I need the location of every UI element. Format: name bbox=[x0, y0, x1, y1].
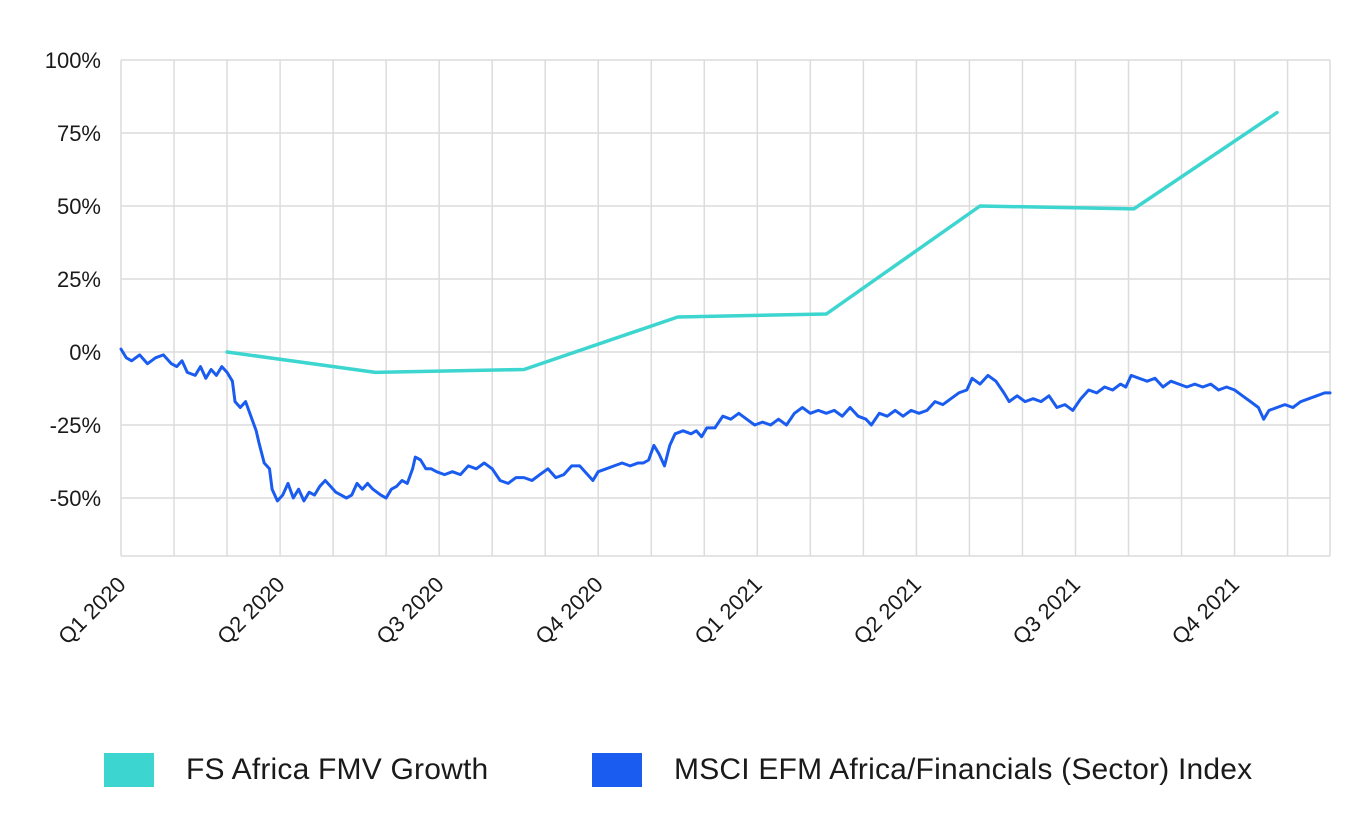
legend-item-msci-index[interactable]: MSCI EFM Africa/Financials (Sector) Inde… bbox=[592, 740, 1252, 800]
x-axis-ticks: Q1 2020 Q2 2020 Q3 2020 Q4 2020 Q1 2021 Q2 20… bbox=[53, 572, 1244, 649]
series bbox=[119, 110, 1332, 503]
y-tick-label: 75% bbox=[57, 121, 101, 146]
x-tick-label: Q2 2021 bbox=[849, 572, 926, 649]
legend-item-fmv-growth[interactable]: FS Africa FMV Growth bbox=[104, 740, 488, 800]
gridlines bbox=[120, 59, 1331, 557]
y-tick-label: 0% bbox=[69, 340, 101, 365]
y-tick-label: 100% bbox=[45, 48, 101, 73]
x-tick-label: Q3 2021 bbox=[1008, 572, 1085, 649]
y-tick-label: 50% bbox=[57, 194, 101, 219]
y-tick-label: -50% bbox=[50, 486, 101, 511]
x-tick-label: Q3 2020 bbox=[371, 572, 448, 649]
x-tick-label: Q1 2020 bbox=[53, 572, 130, 649]
series-0 bbox=[225, 110, 1279, 375]
legend-label-msci-index: MSCI EFM Africa/Financials (Sector) Inde… bbox=[674, 753, 1253, 786]
x-tick-label: Q1 2021 bbox=[689, 572, 766, 649]
y-axis-ticks: 100% 75% 50% 25% 0% -25% -50% bbox=[45, 48, 101, 511]
x-tick-label: Q2 2020 bbox=[212, 572, 289, 649]
y-tick-label: 25% bbox=[57, 267, 101, 292]
legend-swatch-msci-index bbox=[592, 753, 642, 787]
series-line bbox=[225, 110, 1279, 375]
legend: FS Africa FMV Growth MSCI EFM Africa/Fin… bbox=[0, 740, 1368, 800]
legend-swatch-fmv-growth bbox=[104, 753, 154, 787]
series-1 bbox=[119, 347, 1332, 503]
x-tick-label: Q4 2020 bbox=[530, 572, 607, 649]
y-tick-label: -25% bbox=[50, 413, 101, 438]
line-chart: 100% 75% 50% 25% 0% -25% -50% Q1 2020 Q2 2020 Q3… bbox=[45, 48, 1332, 649]
x-tick-label: Q4 2021 bbox=[1167, 572, 1244, 649]
series-line bbox=[119, 347, 1332, 503]
legend-label-fmv-growth: FS Africa FMV Growth bbox=[186, 753, 489, 786]
